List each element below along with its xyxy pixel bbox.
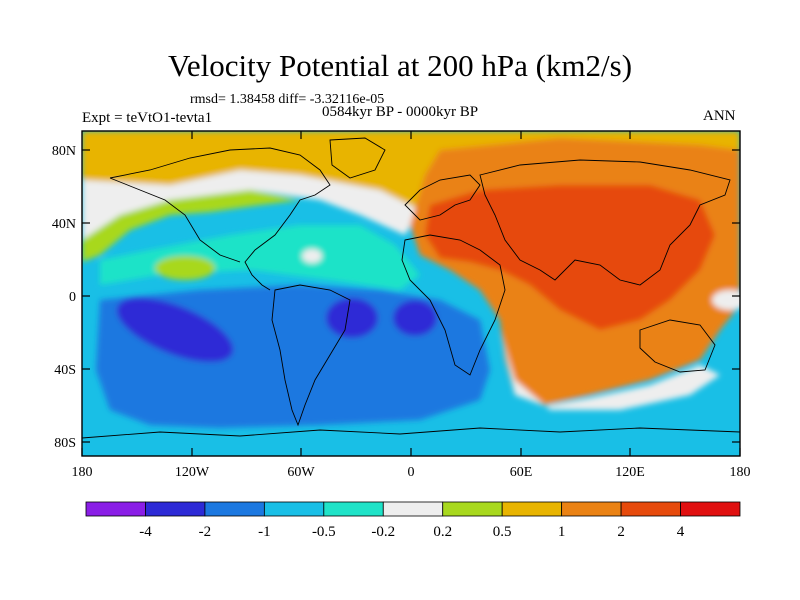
- lat-tick-label: 80N: [52, 144, 76, 159]
- lon-tick-label: 120W: [175, 465, 210, 480]
- colorbar-swatch: [145, 501, 206, 517]
- colorbar-label: -0.2: [371, 524, 395, 540]
- plot-title: Velocity Potential at 200 hPa (km2/s): [167, 48, 633, 83]
- colorbar-swatch: [561, 501, 622, 517]
- coastlines: [82, 137, 740, 439]
- colorbar-label: 1: [558, 524, 566, 540]
- colorbar-swatch: [263, 501, 325, 517]
- colorbar-label: -4: [139, 524, 152, 540]
- colorbar-label: 0.5: [493, 524, 512, 540]
- colorbar-label: 4: [677, 524, 685, 540]
- lat-tick-label: 80S: [54, 436, 76, 451]
- colorbar-swatch: [501, 501, 563, 517]
- colorbar-labels: -4 -2 -1 -0.5 -0.2 0.2 0.5 1 2 4: [139, 524, 685, 540]
- lon-tick-label: 120E: [615, 465, 645, 480]
- lon-tick-label: 180: [730, 465, 751, 480]
- lat-tick-label: 40S: [54, 363, 76, 378]
- lon-tick-label: 180: [72, 465, 93, 480]
- colorbar-swatch: [442, 501, 503, 517]
- colorbar: [85, 501, 741, 517]
- colorbar-swatch: [85, 501, 146, 517]
- lat-tick-label: 0: [69, 290, 76, 305]
- lon-tick-label: 60W: [287, 465, 315, 480]
- colorbar-label: 0.2: [433, 524, 452, 540]
- lon-tick-label: 60E: [510, 465, 533, 480]
- colorbar-label: -0.5: [312, 524, 336, 540]
- season-label: ANN: [703, 108, 736, 124]
- experiment-label: Expt = teVtO1-tevta1: [82, 110, 213, 126]
- lon-tick-label: 0: [408, 465, 415, 480]
- map-ticks: [81, 131, 741, 456]
- colorbar-label: 2: [617, 524, 625, 540]
- colorbar-swatch: [382, 501, 444, 517]
- colorbar-swatch: [323, 501, 384, 517]
- stats-label: rmsd= 1.38458 diff= -3.32116e-05: [190, 92, 385, 107]
- colorbar-label: -2: [199, 524, 212, 540]
- colorbar-swatch: [680, 501, 741, 517]
- colorbar-swatch: [204, 501, 265, 517]
- contour-field: [82, 131, 740, 456]
- colorbar-swatch: [620, 501, 681, 517]
- lat-tick-label: 40N: [52, 217, 76, 232]
- colorbar-label: -1: [258, 524, 271, 540]
- period-label: 0584kyr BP - 0000kyr BP: [322, 104, 479, 120]
